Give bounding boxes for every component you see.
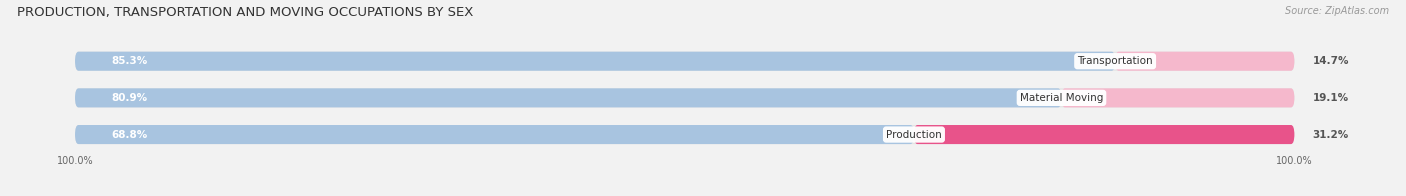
FancyBboxPatch shape (75, 88, 1295, 107)
Text: Transportation: Transportation (1077, 56, 1153, 66)
FancyBboxPatch shape (75, 125, 1295, 144)
Text: 68.8%: 68.8% (111, 130, 148, 140)
Text: 80.9%: 80.9% (111, 93, 148, 103)
Text: 14.7%: 14.7% (1313, 56, 1350, 66)
Text: Source: ZipAtlas.com: Source: ZipAtlas.com (1285, 6, 1389, 16)
FancyBboxPatch shape (914, 125, 1295, 144)
FancyBboxPatch shape (75, 125, 914, 144)
Text: PRODUCTION, TRANSPORTATION AND MOVING OCCUPATIONS BY SEX: PRODUCTION, TRANSPORTATION AND MOVING OC… (17, 6, 474, 19)
FancyBboxPatch shape (75, 88, 1062, 107)
FancyBboxPatch shape (1062, 88, 1295, 107)
Text: Material Moving: Material Moving (1019, 93, 1104, 103)
Text: Production: Production (886, 130, 942, 140)
Text: 19.1%: 19.1% (1313, 93, 1348, 103)
Text: 31.2%: 31.2% (1313, 130, 1348, 140)
Text: 85.3%: 85.3% (111, 56, 148, 66)
FancyBboxPatch shape (75, 52, 1295, 71)
FancyBboxPatch shape (1115, 52, 1295, 71)
FancyBboxPatch shape (75, 52, 1115, 71)
